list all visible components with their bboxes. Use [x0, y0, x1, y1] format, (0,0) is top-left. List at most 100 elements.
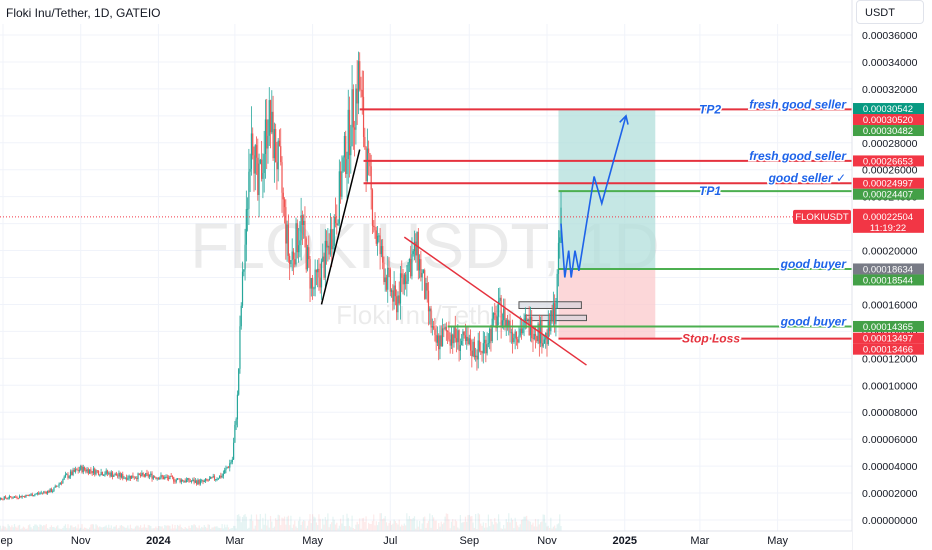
- volume-bar: [309, 514, 311, 531]
- candle-body: [174, 481, 176, 483]
- candle-body: [305, 238, 307, 270]
- candle-body: [45, 491, 47, 494]
- volume-bar: [240, 522, 242, 531]
- volume-bar: [241, 516, 244, 531]
- candle-body: [108, 472, 110, 474]
- volume-bar: [318, 514, 320, 531]
- volume-bar: [73, 527, 75, 531]
- volume-bar: [457, 527, 459, 531]
- volume-bar: [10, 527, 12, 531]
- candle-body: [103, 475, 105, 477]
- candle-body: [454, 325, 456, 339]
- candle-body: [557, 242, 560, 274]
- volume-bar: [392, 523, 394, 531]
- projection[interactable]: [560, 114, 629, 278]
- volume-bar: [169, 525, 171, 531]
- volume-bar: [439, 526, 441, 531]
- volume-bar: [343, 526, 346, 531]
- candle-body: [556, 273, 558, 309]
- supply-zone[interactable]: [518, 301, 582, 309]
- candle-body: [370, 166, 372, 190]
- volume-bar: [248, 527, 250, 531]
- candle-body: [546, 332, 548, 345]
- volume-bar: [204, 526, 207, 531]
- trend-lines[interactable]: [320, 149, 587, 366]
- candle-body: [193, 479, 195, 483]
- profit-zone[interactable]: [558, 108, 656, 269]
- candle-body: [119, 472, 121, 478]
- volume-bar: [500, 528, 502, 531]
- candle-body: [346, 159, 348, 175]
- volume-bar: [536, 526, 538, 531]
- volume-bar: [176, 524, 179, 531]
- candle-body: [69, 471, 72, 477]
- candle-body: [215, 479, 217, 480]
- candle-body: [376, 235, 379, 244]
- volume-bar: [492, 524, 495, 531]
- candle-body: [105, 470, 107, 475]
- candle-body: [55, 485, 58, 487]
- volume-bar: [21, 528, 23, 531]
- volume-bar: [224, 524, 226, 531]
- candle-body: [247, 208, 249, 210]
- candle-body: [143, 474, 146, 477]
- volume-bar: [328, 527, 330, 531]
- candle-body: [113, 475, 115, 477]
- candle-body: [24, 496, 26, 498]
- volume-bar: [165, 525, 167, 531]
- volume-bar: [300, 525, 302, 531]
- volume-bar: [402, 525, 404, 531]
- volume-bar: [514, 517, 516, 531]
- volume-bar: [336, 522, 338, 531]
- volume-bar: [527, 520, 529, 531]
- currency-selector[interactable]: USDT: [856, 0, 924, 24]
- candle-body: [220, 475, 222, 478]
- descending-trendline[interactable]: [403, 236, 587, 366]
- volume-bar: [229, 528, 231, 531]
- candle-body: [375, 230, 377, 244]
- volume-bar: [435, 520, 437, 531]
- candle-body: [31, 494, 33, 497]
- volume-bar: [357, 524, 360, 531]
- candle-body: [206, 479, 208, 481]
- volume-bar: [129, 524, 132, 531]
- volume-bar: [425, 527, 427, 531]
- volume-bar: [489, 526, 491, 531]
- volume-bar: [189, 528, 191, 531]
- symbol-tag: [793, 209, 851, 224]
- volume-bar: [299, 516, 301, 531]
- candle-body: [311, 278, 314, 289]
- volume-bar: [227, 527, 230, 531]
- candle-body: [517, 339, 519, 343]
- candle-body: [547, 321, 549, 345]
- candle-body: [310, 278, 312, 289]
- projection-path[interactable]: [560, 115, 627, 278]
- rally-trendline[interactable]: [320, 149, 361, 305]
- volume-bar: [111, 528, 114, 531]
- candle-body: [357, 61, 360, 104]
- candle-body: [439, 335, 441, 350]
- candle-body: [467, 336, 469, 344]
- y-tick-label: 0.00020000: [862, 246, 918, 258]
- volume-bar: [222, 528, 225, 531]
- candle-body: [397, 295, 399, 313]
- volume-bar: [325, 520, 328, 531]
- candle-body: [486, 344, 488, 354]
- candle-body: [475, 355, 477, 357]
- volume-bar: [365, 516, 367, 531]
- volume-bar: [66, 527, 68, 531]
- volume-bar: [560, 526, 562, 531]
- volume-bar: [46, 528, 49, 531]
- candle-body: [301, 215, 303, 226]
- price-tag-label: 0.00024407: [863, 190, 913, 201]
- volume-bar: [264, 513, 267, 531]
- volume-bar: [59, 528, 61, 531]
- time-axis[interactable]: [0, 531, 852, 550]
- candle-body: [296, 223, 298, 253]
- volume-bar: [137, 525, 139, 531]
- volume-bar: [510, 517, 512, 531]
- volume-bar: [406, 513, 408, 531]
- volume-bar: [341, 523, 343, 531]
